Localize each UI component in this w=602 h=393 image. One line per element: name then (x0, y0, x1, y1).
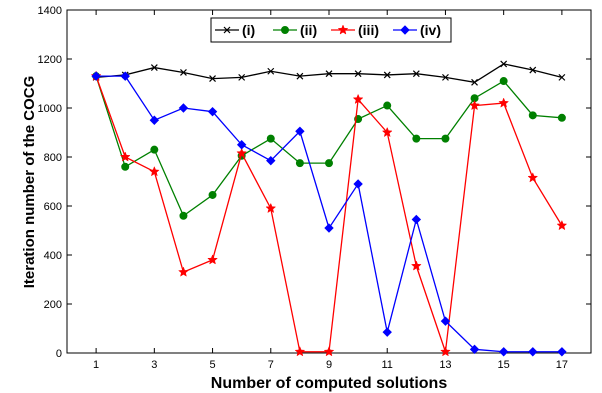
y-axis-title: Iteration number of the COCG (21, 76, 38, 289)
data-point (267, 67, 275, 75)
marker-circle (281, 26, 289, 34)
x-tick-label: 11 (382, 359, 393, 371)
marker-x (223, 26, 231, 34)
data-point (354, 70, 362, 78)
data-point (352, 93, 364, 105)
data-point (149, 115, 160, 125)
x-tick-label: 5 (209, 359, 215, 371)
data-point (442, 73, 449, 81)
data-point (295, 159, 304, 168)
data-point (325, 159, 333, 168)
data-point (412, 70, 420, 78)
x-axis-title: Number of computed solutions (211, 375, 448, 392)
data-point (382, 327, 392, 337)
x-tick-label: 1 (93, 359, 99, 371)
legend-label: (ii) (300, 22, 317, 38)
data-point (266, 134, 275, 143)
data-point (383, 101, 392, 110)
data-point (266, 155, 276, 166)
data-point (410, 260, 422, 271)
data-point (353, 179, 363, 189)
data-point (500, 60, 508, 68)
data-point (469, 99, 480, 111)
data-point (528, 347, 538, 357)
x-tick-label: 3 (151, 359, 157, 371)
data-point (150, 145, 159, 154)
marker-star (337, 24, 349, 35)
data-point (558, 73, 566, 81)
data-point (412, 134, 421, 143)
data-point (294, 346, 306, 357)
legend-label: (iii) (358, 22, 379, 38)
data-point (207, 254, 218, 265)
data-point (499, 77, 508, 86)
data-point (440, 346, 451, 357)
data-point (556, 219, 568, 231)
data-point (527, 172, 539, 183)
data-point (498, 97, 510, 108)
legend-label: (iv) (420, 22, 441, 38)
series-3 (90, 70, 568, 357)
y-tick-label: 200 (44, 299, 62, 311)
marker-diamond (400, 25, 410, 35)
data-point (383, 71, 391, 79)
x-tick-label: 17 (556, 359, 568, 371)
data-point (529, 66, 537, 74)
data-point (381, 126, 393, 138)
x-tick-label: 15 (498, 359, 510, 371)
series-group (90, 60, 568, 357)
data-point (528, 111, 537, 120)
data-point (498, 347, 509, 357)
data-point (296, 72, 304, 80)
data-point (236, 147, 248, 158)
series-1 (92, 60, 566, 86)
y-tick-label: 1400 (38, 5, 62, 17)
data-point (178, 103, 189, 113)
plot-area (66, 9, 592, 354)
series-2 (92, 72, 566, 220)
y-tick-label: 800 (44, 152, 62, 164)
y-tick-label: 400 (44, 250, 62, 262)
legend-label: (i) (242, 22, 255, 38)
x-tick-label: 7 (268, 359, 274, 371)
data-point (557, 113, 566, 122)
x-tick-label: 9 (326, 359, 332, 371)
data-point (238, 73, 246, 81)
y-tick-label: 1000 (38, 103, 62, 115)
data-point (119, 151, 131, 162)
data-point (120, 71, 130, 81)
y-tick-label: 1200 (38, 54, 62, 66)
data-point (440, 316, 451, 326)
y-tick-label: 0 (56, 348, 62, 360)
data-point (471, 78, 478, 86)
x-tick-label: 13 (439, 359, 451, 371)
data-point (209, 75, 216, 83)
data-point (150, 64, 158, 71)
data-point (325, 70, 333, 78)
series-4 (91, 71, 567, 357)
y-tick-label: 600 (44, 201, 62, 213)
data-point (121, 162, 130, 171)
data-point (148, 166, 160, 177)
data-point (91, 71, 101, 81)
data-point (411, 214, 422, 225)
data-point (557, 347, 567, 357)
data-point (180, 69, 187, 76)
data-point (178, 266, 189, 277)
legend: (i) (ii) (iii) (iv) (210, 17, 452, 43)
data-point (179, 211, 188, 220)
data-point (324, 223, 334, 233)
data-point (207, 106, 218, 117)
data-point (208, 190, 217, 199)
data-point (323, 346, 335, 357)
data-point (469, 344, 480, 355)
data-point (236, 140, 247, 150)
data-point (441, 134, 450, 143)
data-point (295, 126, 305, 136)
data-point (265, 202, 277, 214)
